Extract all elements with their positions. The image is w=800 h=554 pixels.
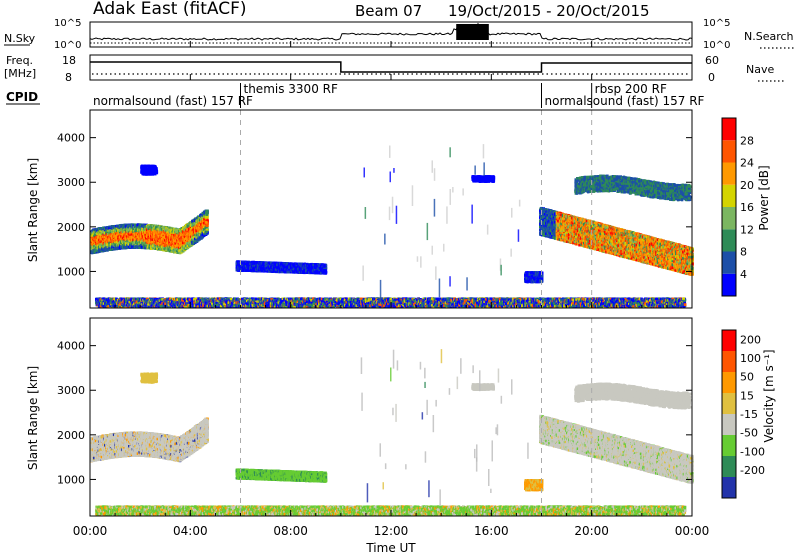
- nave-tick-bottom: 0: [708, 71, 715, 84]
- freq-trace: [90, 62, 692, 74]
- cpid-segment-label: rbsp 200 RF: [595, 82, 667, 96]
- nsky-trace: [90, 24, 692, 43]
- freq-line: [90, 62, 692, 72]
- radar-figure: Adak East (fitACF) Beam 07 19/Oct/2015 -…: [0, 0, 800, 554]
- nsky-tick-top: 10^5: [54, 18, 81, 29]
- nsky-label: N.Sky: [4, 32, 36, 45]
- cpid-segment-label: normalsound (fast) 157 RF: [93, 94, 253, 108]
- nave-tick-top: 60: [705, 54, 719, 67]
- cpid-segment-label: normalsound (fast) 157 RF: [545, 94, 705, 108]
- nsearch-tick-bottom: 10^0: [703, 40, 730, 51]
- nsky-line: [90, 24, 692, 40]
- cpid-label: CPID: [6, 90, 38, 104]
- nave-label: Nave: [746, 63, 774, 76]
- power-plot-area: [90, 110, 692, 308]
- nsky-burst: [456, 24, 489, 40]
- cpid-segment-label: themis 3300 RF: [244, 82, 338, 96]
- freq-tick-top: 18: [62, 54, 76, 67]
- nsearch-tick-top: 10^5: [703, 18, 730, 29]
- nsky-tick-bottom: 10^0: [54, 40, 81, 51]
- freq-unit: [MHz]: [4, 67, 36, 80]
- freq-tick-bottom: 8: [65, 71, 72, 84]
- nsky-panel: N.Sky 10^5 10^0 10^5 10^0 N.Search: [4, 18, 795, 51]
- station-title: Adak East (fitACF): [93, 0, 247, 19]
- nsearch-label: N.Search: [744, 30, 794, 43]
- date-range: 19/Oct/2015 - 20/Oct/2015: [448, 2, 650, 20]
- freq-label: Freq.: [6, 54, 33, 67]
- freq-panel: Freq. [MHz] 18 8 60 0 Nave: [4, 54, 785, 84]
- beam-label: Beam 07: [355, 2, 422, 20]
